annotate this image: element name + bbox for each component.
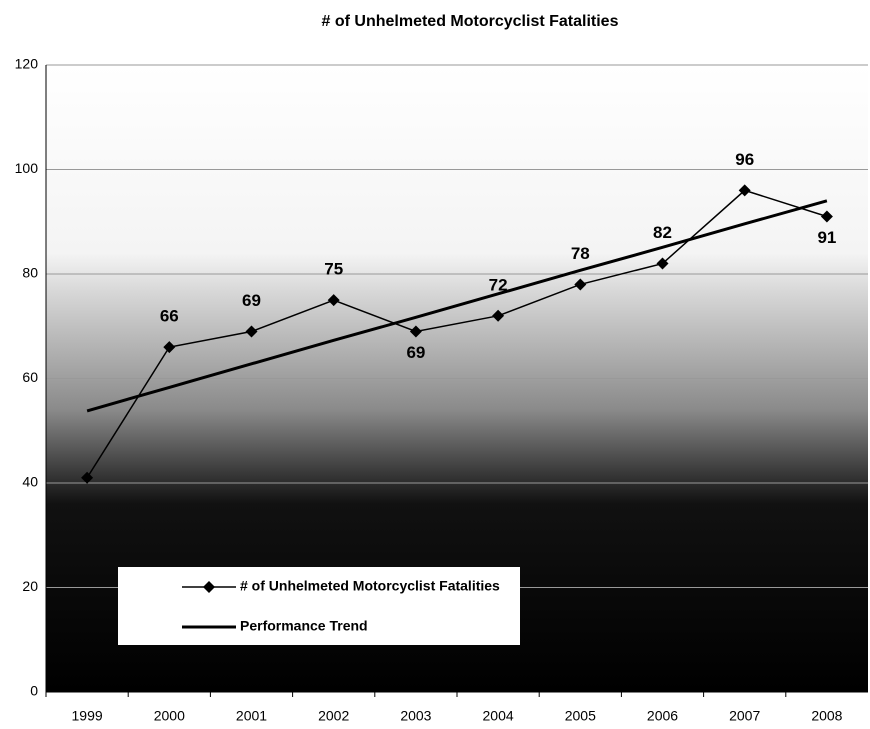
x-tick-label: 2007 xyxy=(729,708,760,724)
marker xyxy=(820,210,833,223)
data-label: 82 xyxy=(653,223,672,242)
y-tick-label: 0 xyxy=(30,683,38,699)
x-tick-label: 2002 xyxy=(318,708,349,724)
x-tick-label: 2008 xyxy=(811,708,842,724)
data-label: 69 xyxy=(406,343,425,362)
legend-marker xyxy=(203,581,215,593)
legend-label: # of Unhelmeted Motorcyclist Fatalities xyxy=(240,578,500,594)
data-label: 91 xyxy=(817,228,836,247)
data-label: 96 xyxy=(735,150,754,169)
series-line xyxy=(86,189,828,479)
data-label: 75 xyxy=(324,260,343,279)
x-tick-label: 2004 xyxy=(483,708,514,724)
y-tick-label: 100 xyxy=(15,160,39,176)
marker xyxy=(574,278,587,291)
x-tick-label: 2003 xyxy=(400,708,431,724)
chart-title: # of Unhelmeted Motorcyclist Fatalities xyxy=(322,13,619,30)
marker xyxy=(409,325,422,338)
marker xyxy=(738,184,751,197)
marker xyxy=(327,294,340,307)
data-label: 69 xyxy=(242,291,261,310)
marker xyxy=(656,257,669,270)
x-tick-label: 2006 xyxy=(647,708,678,724)
x-tick-label: 2005 xyxy=(565,708,596,724)
legend xyxy=(118,567,520,645)
y-tick-label: 120 xyxy=(15,56,39,72)
x-tick-label: 1999 xyxy=(72,708,103,724)
y-tick-label: 60 xyxy=(22,369,38,385)
y-tick-label: 20 xyxy=(22,578,38,594)
x-tick-label: 2001 xyxy=(236,708,267,724)
marker xyxy=(81,471,94,484)
data-label: 66 xyxy=(160,307,179,326)
marker xyxy=(492,309,505,322)
trend-line xyxy=(86,199,828,413)
marker xyxy=(163,341,176,354)
data-label: 78 xyxy=(571,244,590,263)
marker xyxy=(245,325,258,338)
legend-label: Performance Trend xyxy=(240,618,368,634)
x-tick-label: 2000 xyxy=(154,708,185,724)
y-tick-label: 80 xyxy=(22,265,38,281)
data-label: 72 xyxy=(489,275,508,294)
y-tick-label: 40 xyxy=(22,474,38,490)
